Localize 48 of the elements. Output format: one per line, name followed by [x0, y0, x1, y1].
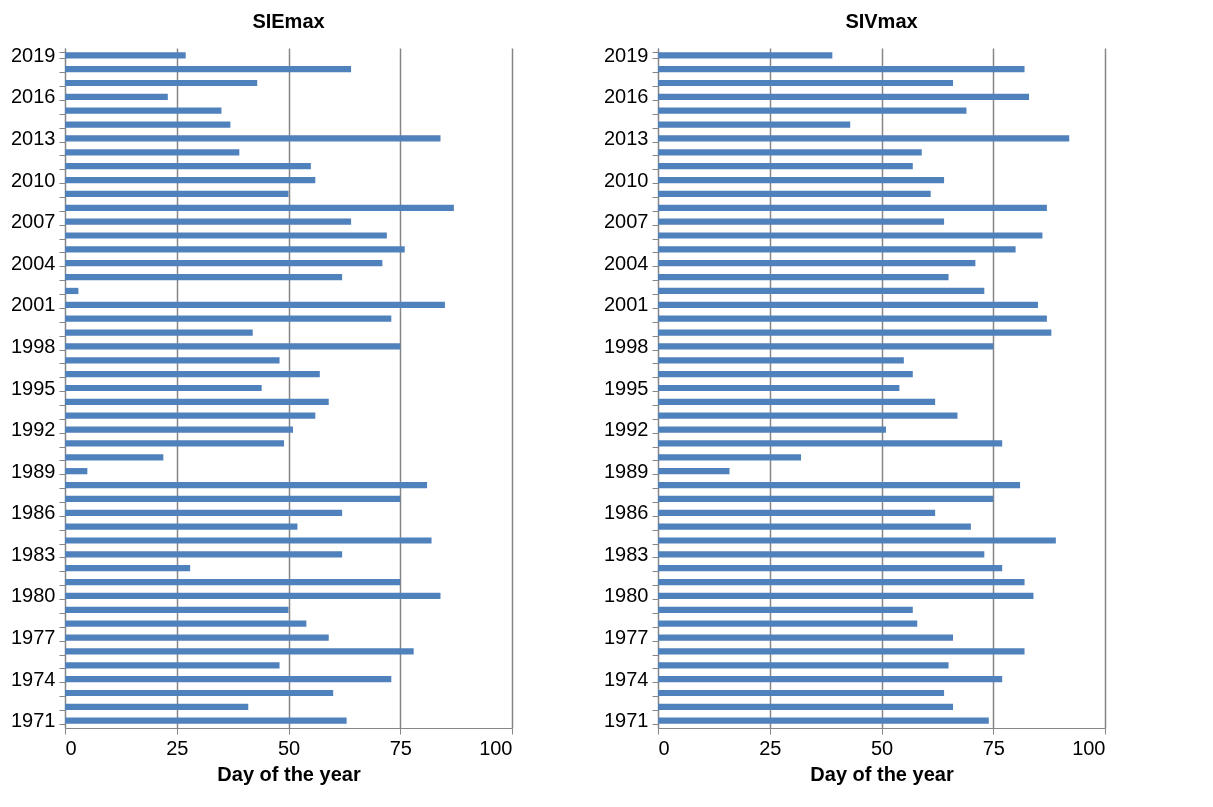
chart-title: SIEmax: [252, 10, 325, 32]
y-tick-label: 1986: [604, 501, 649, 524]
x-axis-title: Day of the year: [217, 762, 361, 785]
y-tick-label: 1980: [11, 584, 56, 607]
y-tick-label: 2010: [604, 168, 649, 191]
y-tick-label: 2016: [604, 85, 649, 108]
x-axis-title: Day of the year: [810, 762, 954, 785]
y-tick-label: 1989: [604, 459, 649, 482]
y-tick-label: 1992: [11, 418, 56, 441]
y-tick-label: 1977: [11, 626, 56, 649]
x-tick-label: 25: [759, 736, 782, 759]
y-tick-label: 2019: [11, 43, 56, 66]
y-tick-label: 2013: [604, 126, 649, 149]
x-tick-label: 25: [166, 736, 189, 759]
y-tick-label: 1983: [604, 542, 649, 565]
y-tick-label: 1980: [604, 584, 649, 607]
y-tick-label: 2001: [604, 293, 649, 316]
y-tick-label: 1974: [604, 667, 649, 690]
y-tick-label: 2004: [604, 251, 649, 274]
x-tick-label: 0: [65, 736, 77, 759]
y-tick-label: 1998: [11, 334, 56, 357]
y-tick-label: 2007: [11, 210, 56, 233]
y-tick-label: 2019: [604, 43, 649, 66]
y-tick-label: 2013: [11, 126, 56, 149]
x-tick-label: 50: [277, 736, 301, 759]
y-tick-label: 2016: [11, 85, 56, 108]
chart-title: SIVmax: [845, 10, 918, 32]
y-tick-label: 1974: [11, 667, 56, 690]
y-tick-label: 1986: [11, 501, 56, 524]
y-tick-label: 1998: [604, 334, 649, 357]
y-tick-label: 2007: [604, 210, 649, 233]
y-tick-label: 1977: [604, 626, 649, 649]
y-tick-label: 2001: [11, 293, 56, 316]
y-tick-label: 1971: [604, 709, 649, 732]
x-tick-label: 75: [389, 736, 412, 759]
x-tick-label: 0: [658, 736, 670, 759]
x-tick-label: 75: [982, 736, 1005, 759]
y-tick-label: 1995: [11, 376, 56, 399]
y-tick-label: 1983: [11, 542, 56, 565]
x-tick-label: 50: [870, 736, 894, 759]
y-tick-label: 2010: [11, 168, 56, 191]
y-tick-label: 1995: [604, 376, 649, 399]
y-tick-label: 1989: [11, 459, 56, 482]
y-tick-label: 1971: [11, 709, 56, 732]
y-tick-label: 2004: [11, 251, 56, 274]
x-tick-label: 100: [479, 736, 513, 759]
x-tick-label: 100: [1072, 736, 1106, 759]
y-tick-label: 1992: [604, 418, 649, 441]
